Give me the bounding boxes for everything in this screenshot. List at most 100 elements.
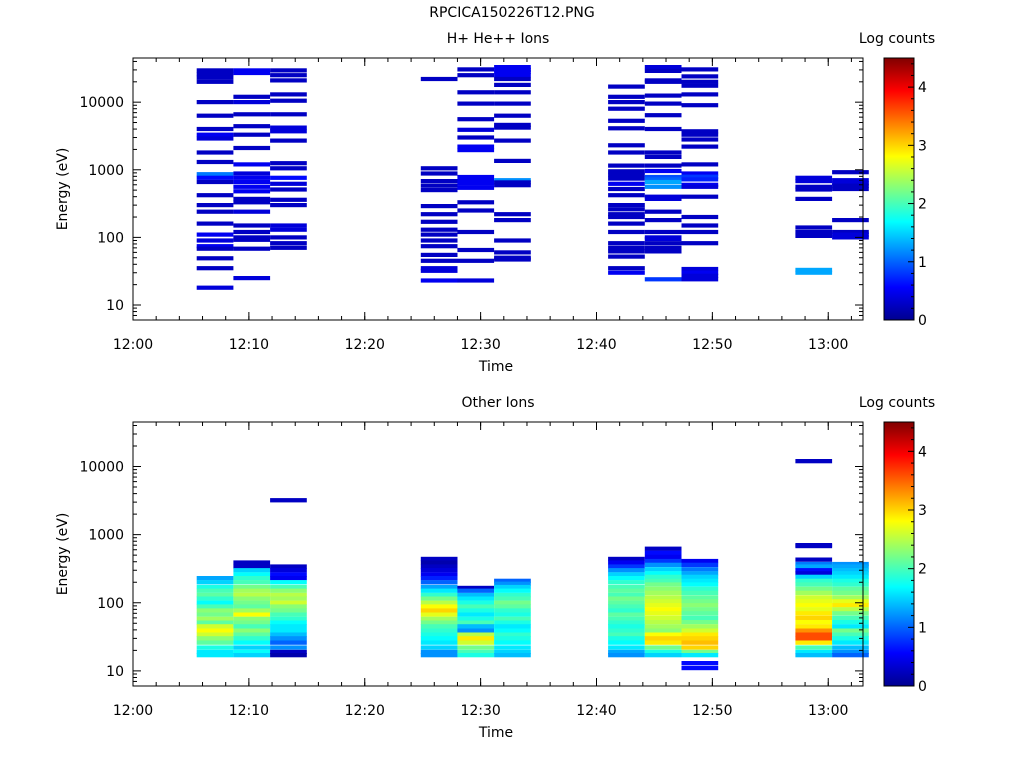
heatmap-cell xyxy=(494,73,531,78)
x-tick-label: 12:50 xyxy=(692,703,732,719)
heatmap-cell xyxy=(608,564,645,569)
heatmap-cell xyxy=(457,200,495,205)
heatmap-cell xyxy=(420,219,458,224)
heatmap-cell xyxy=(795,543,833,549)
heatmap-cell xyxy=(494,640,531,645)
heatmap-cell xyxy=(196,126,234,132)
heatmap-cell xyxy=(608,556,645,562)
y-axis-label: Energy (eV) xyxy=(55,513,71,596)
heatmap-cell xyxy=(608,616,645,621)
heatmap-cell xyxy=(233,588,271,593)
x-tick-label: 13:00 xyxy=(808,703,848,719)
heatmap-cell xyxy=(494,636,531,641)
heatmap-cell xyxy=(832,232,869,237)
heatmap-cell xyxy=(457,258,495,263)
heatmap-cell xyxy=(196,256,234,261)
heatmap-cell xyxy=(420,268,458,273)
heatmap-cell xyxy=(270,181,307,186)
heatmap-cell xyxy=(681,103,719,108)
heatmap-cell xyxy=(233,276,271,281)
heatmap-cell xyxy=(420,596,458,601)
y-tick-label: 10000 xyxy=(79,460,124,476)
heatmap-cell xyxy=(795,557,833,562)
heatmap-cell xyxy=(196,79,234,84)
heatmap-cell xyxy=(644,177,682,182)
heatmap-cell xyxy=(233,580,271,585)
heatmap-cell xyxy=(608,172,645,177)
heatmap-cell xyxy=(420,628,458,633)
heatmap-cell xyxy=(832,603,869,608)
heatmap-cell xyxy=(494,624,531,629)
colorbar xyxy=(883,57,915,321)
heatmap-cell xyxy=(832,607,869,612)
heatmap-cell xyxy=(832,615,869,620)
heatmap-cell xyxy=(608,645,645,650)
heatmap-cell xyxy=(608,266,645,271)
heatmap-cell xyxy=(608,568,645,573)
colorbar-tick-label: 2 xyxy=(918,197,927,213)
heatmap-cell xyxy=(270,241,307,246)
heatmap-cell xyxy=(196,203,234,208)
heatmap-cell xyxy=(457,185,495,190)
heatmap-cell xyxy=(608,241,645,246)
heatmap-cell xyxy=(420,183,458,188)
heatmap-cell xyxy=(233,600,271,605)
heatmap-cell xyxy=(681,558,719,564)
heatmap-cell xyxy=(832,620,869,625)
heatmap-cell xyxy=(644,562,682,567)
heatmap-cell xyxy=(457,73,495,78)
heatmap-cell xyxy=(608,608,645,613)
heatmap-cell xyxy=(608,612,645,617)
heatmap-cell xyxy=(233,171,271,176)
heatmap-cell xyxy=(494,113,531,118)
heatmap-cell xyxy=(196,620,234,625)
heatmap-cell xyxy=(196,193,234,198)
heatmap-cell xyxy=(681,582,719,587)
heatmap-cell xyxy=(644,245,682,250)
heatmap-cell xyxy=(832,632,869,637)
heatmap-cell xyxy=(832,578,869,583)
heatmap-cell xyxy=(795,571,833,576)
heatmap-cell xyxy=(608,576,645,581)
heatmap-cell xyxy=(270,584,307,590)
heatmap-cell xyxy=(795,640,833,645)
heatmap-cell xyxy=(681,144,719,149)
heatmap-cell xyxy=(270,112,307,117)
heatmap-cell xyxy=(795,599,833,604)
heatmap-cell xyxy=(196,600,234,605)
heatmap-cell xyxy=(795,578,833,583)
heatmap-cell xyxy=(644,603,682,608)
heatmap-cell xyxy=(420,278,458,283)
heatmap-cell xyxy=(457,596,495,601)
heatmap-cell xyxy=(420,252,458,257)
heatmap-cell xyxy=(795,620,833,625)
heatmap-cell xyxy=(196,246,234,251)
heatmap-cell xyxy=(644,218,682,223)
heatmap-cell xyxy=(608,193,645,198)
heatmap-cell xyxy=(608,636,645,641)
heatmap-cell xyxy=(608,150,645,155)
heatmap-cell xyxy=(196,628,234,633)
heatmap-cell xyxy=(681,214,719,220)
heatmap-cell xyxy=(608,580,645,585)
heatmap-cell xyxy=(644,546,682,551)
heatmap-cell xyxy=(270,187,307,192)
heatmap-cell xyxy=(494,592,531,598)
heatmap-cell xyxy=(457,632,495,637)
heatmap-cell xyxy=(494,612,531,617)
heatmap-cell xyxy=(832,235,869,240)
heatmap-cell xyxy=(196,136,234,141)
heatmap-cell xyxy=(420,608,458,613)
heatmap-cell xyxy=(270,588,307,593)
heatmap-cell xyxy=(644,599,682,604)
heatmap-cell xyxy=(644,163,682,168)
colorbar-tick-label: 0 xyxy=(918,679,927,695)
heatmap-cell xyxy=(196,132,234,137)
heatmap-cell xyxy=(457,636,495,641)
heatmap-cell xyxy=(457,181,495,186)
heatmap-cell xyxy=(270,197,307,202)
heatmap-cell xyxy=(681,599,719,604)
heatmap-cell xyxy=(270,175,307,180)
heatmap-cell xyxy=(270,576,307,581)
